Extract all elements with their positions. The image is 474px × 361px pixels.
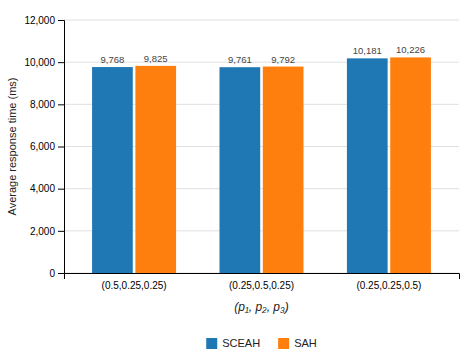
- x-tick-label: (0.25,0.25,0.5): [356, 280, 421, 291]
- data-label: 10,181: [353, 45, 382, 56]
- legend-swatch: [206, 338, 217, 349]
- x-tick: (0.25,0.5,0.25): [229, 280, 294, 291]
- x-tick: (0.25,0.25,0.5): [356, 280, 421, 291]
- bar: [347, 58, 388, 273]
- bars: [92, 57, 431, 273]
- legend-label: SAH: [294, 337, 317, 349]
- grid-line: [64, 20, 459, 21]
- plot: 9,768 9,761 10,181 9,825 9,792 10,226 0 2,000 4,…: [24, 15, 459, 291]
- x-axis-title: (p₁, p₂, p₃): [234, 300, 288, 314]
- y-axis: 0 2,000 4,000 6,000 8,000 10,000 12,000: [24, 15, 64, 279]
- series-bars: [135, 57, 431, 273]
- legend-item: SAH: [278, 337, 317, 349]
- y-tick-label: 10,000: [24, 57, 55, 68]
- y-tick-mark: [58, 231, 64, 232]
- bar: [92, 67, 133, 273]
- y-tick-label: 4,000: [30, 183, 55, 194]
- y-axis-title: Average response time (ms): [6, 78, 18, 216]
- data-label: 9,792: [271, 54, 295, 65]
- data-label: 10,226: [396, 44, 425, 55]
- y-axis-line: [58, 21, 65, 274]
- x-tick-label: (0.5,0.25,0.25): [102, 280, 167, 291]
- y-tick-mark: [58, 104, 64, 105]
- series-bars: [92, 58, 388, 273]
- y-tick-label: 2,000: [30, 226, 55, 237]
- x-axis: (0.5,0.25,0.25) (0.25,0.5,0.25) (0.25,0.25…: [65, 274, 460, 292]
- y-tick: 12,000: [24, 15, 64, 26]
- bar: [220, 67, 261, 273]
- legend-label: SCEAH: [222, 337, 260, 349]
- grid: [64, 20, 459, 273]
- y-tick-label: 0: [49, 268, 55, 279]
- y-tick: 10,000: [24, 57, 64, 68]
- chart: 9,768 9,761 10,181 9,825 9,792 10,226 0 2,000 4,…: [0, 0, 474, 361]
- y-tick-label: 6,000: [30, 141, 55, 152]
- legend: SCEAH SAH: [206, 337, 317, 349]
- data-label: 9,768: [101, 54, 125, 65]
- x-tick-label: (0.25,0.5,0.25): [229, 280, 294, 291]
- y-tick: 2,000: [30, 226, 64, 237]
- y-tick: 8,000: [30, 99, 64, 110]
- y-tick-label: 12,000: [24, 15, 55, 26]
- y-tick-mark: [58, 20, 64, 21]
- y-tick: 4,000: [30, 183, 64, 194]
- y-tick-mark: [58, 62, 64, 63]
- data-label: 9,761: [228, 54, 252, 65]
- y-tick: 6,000: [30, 141, 64, 152]
- bar: [390, 57, 431, 273]
- bar: [263, 67, 304, 273]
- y-tick-mark: [58, 189, 64, 190]
- x-tick: (0.5,0.25,0.25): [102, 280, 167, 291]
- data-labels: 9,768 9,761 10,181 9,825 9,792 10,226: [101, 44, 426, 65]
- y-tick-mark: [58, 273, 64, 274]
- y-tick-mark: [58, 147, 64, 148]
- data-label: 9,825: [144, 53, 168, 64]
- bar: [135, 66, 176, 273]
- legend-swatch: [278, 338, 289, 349]
- legend-item: SCEAH: [206, 337, 260, 349]
- y-tick-label: 8,000: [30, 99, 55, 110]
- x-axis-line: [65, 274, 460, 280]
- y-tick: 0: [49, 268, 64, 279]
